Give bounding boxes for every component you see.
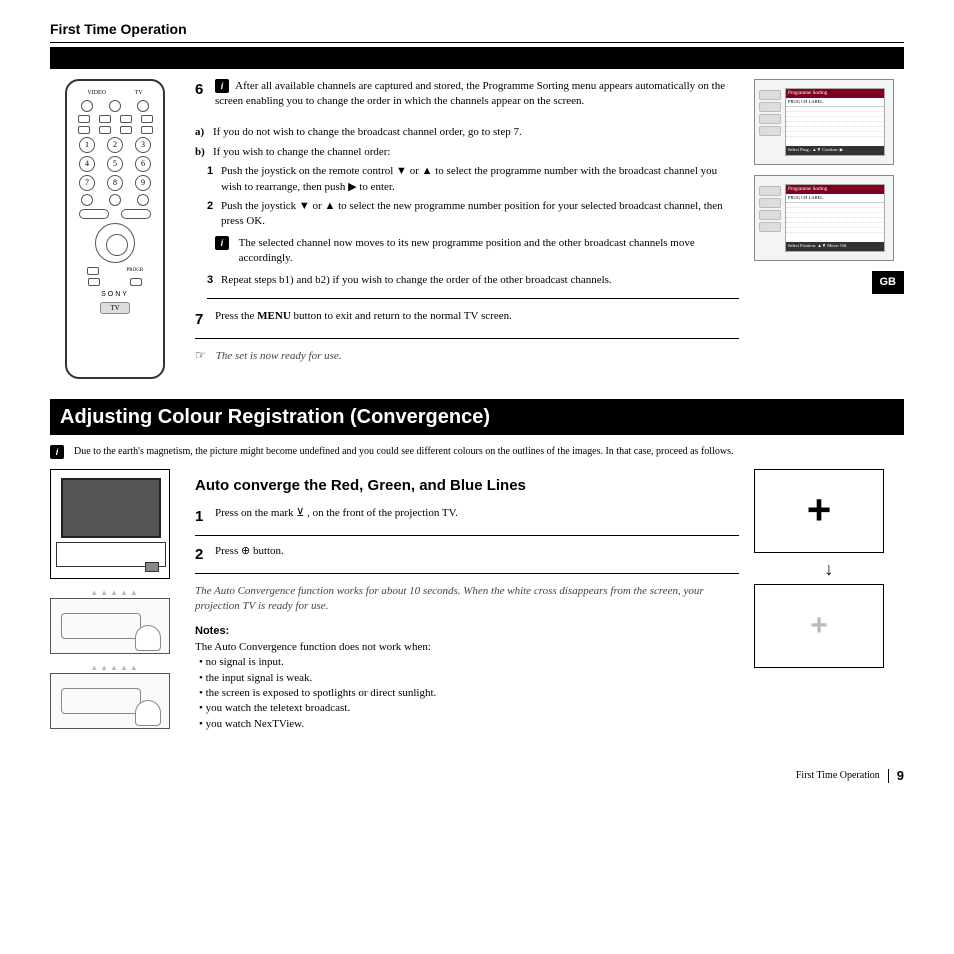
joystick-icon (95, 223, 135, 263)
b1-num: 1 (207, 164, 217, 195)
step-6b-text: If you wish to change the channel order: (213, 145, 390, 160)
finger-icon (135, 625, 161, 651)
info-icon: i (50, 445, 64, 459)
tv-illustration (50, 469, 170, 579)
b3-text: Repeat steps b1) and b2) if you wish to … (221, 273, 612, 288)
num-3: 3 (135, 137, 151, 153)
info-icon: i (215, 236, 229, 250)
video-label: VIDEO (87, 89, 106, 97)
step-7-text: Press the MENU button to exit and return… (215, 309, 739, 324)
remote-column: VIDEO TV 1 2 3 4 5 6 7 8 9 (50, 79, 180, 379)
hand-icon: ☞ (195, 347, 209, 361)
steps-column: 6 i After all available channels are cap… (195, 79, 739, 379)
footer-divider (888, 769, 889, 783)
step-6b3: 3 Repeat steps b1) and b2) if you wish t… (207, 273, 739, 299)
callout-text: The selected channel now moves to its ne… (239, 236, 739, 267)
osd-columns: PROG CH LABEL (786, 98, 884, 107)
num-6: 6 (135, 156, 151, 172)
osd-screenshot-2: Programme Sorting PROG CH LABEL Select P… (754, 175, 894, 261)
osd-footer-1: Select Prog.: ▲▼ Confirm: ▶ (786, 146, 884, 154)
footer-text: First Time Operation (796, 769, 880, 783)
convergence-subtitle: Auto converge the Red, Green, and Blue L… (195, 475, 739, 496)
convergence-intro-text: Due to the earth's magnetism, the pictur… (74, 445, 733, 459)
step-7-number: 7 (195, 309, 209, 330)
step-6: 6 i After all available channels are cap… (195, 79, 739, 118)
gb-tab-wrap: GB (754, 271, 904, 293)
note-item: the input signal is weak. (199, 671, 739, 686)
step-7: 7 Press the MENU button to exit and retu… (195, 309, 739, 339)
remote-illustration: VIDEO TV 1 2 3 4 5 6 7 8 9 (65, 79, 165, 379)
b2-num: 2 (207, 199, 217, 230)
gb-tab: GB (872, 271, 905, 294)
finger-icon (135, 700, 161, 726)
step-6b1: 1 Push the joystick on the remote contro… (207, 164, 739, 195)
step-6b: b) If you wish to change the channel ord… (195, 145, 739, 160)
osd-footer-2: Select Position: ▲▼ Move: OK (786, 242, 884, 250)
page-footer: First Time Operation 9 (50, 767, 904, 785)
step-6a: a) If you do not wish to change the broa… (195, 125, 739, 140)
ready-note: ☞ The set is now ready for use. (195, 347, 739, 364)
conv-step1-num: 1 (195, 506, 209, 527)
step-6b2: 2 Push the joystick ▼ or ▲ to select the… (207, 199, 739, 230)
convergence-intro: i Due to the earth's magnetism, the pict… (50, 445, 904, 459)
conv-step-1: 1 Press on the mark ⊻ , on the front of … (195, 506, 739, 536)
black-bar (50, 47, 904, 69)
note-item: the screen is exposed to spotlights or d… (199, 686, 739, 701)
auto-note: The Auto Convergence function works for … (195, 584, 739, 615)
osd-columns: PROG CH LABEL (786, 194, 884, 203)
progr-label: PROGR (126, 267, 143, 275)
right-column: Programme Sorting PROG CH LABEL Select P… (754, 79, 904, 379)
cross-after: + (754, 584, 884, 668)
note-item: you watch the teletext broadcast. (199, 701, 739, 716)
step-6a-text: If you do not wish to change the broadca… (213, 125, 522, 140)
note-item: you watch NexTView. (199, 717, 739, 732)
osd-title: Programme Sorting (786, 185, 884, 194)
panel-illustration-1 (50, 598, 170, 654)
tv-illustrations: ▲▲▲▲▲ ▲▲▲▲▲ (50, 469, 180, 737)
notes-header: Notes: (195, 624, 739, 639)
convergence-grid: ▲▲▲▲▲ ▲▲▲▲▲ Auto converge the Red, Green… (50, 469, 904, 737)
notes-intro: The Auto Convergence function does not w… (195, 640, 739, 655)
tv-label-top: TV (135, 89, 143, 97)
b3-num: 3 (207, 273, 217, 288)
b1-text: Push the joystick on the remote control … (221, 164, 739, 195)
osd-screenshot-1: Programme Sorting PROG CH LABEL Select P… (754, 79, 894, 165)
page-number: 9 (897, 767, 904, 785)
cross-diagram-col: + ↓ + (754, 469, 904, 737)
b2-text: Push the joystick ▼ or ▲ to select the n… (221, 199, 739, 230)
label-a: a) (195, 125, 209, 140)
num-2: 2 (107, 137, 123, 153)
num-8: 8 (107, 175, 123, 191)
num-1: 1 (79, 137, 95, 153)
convergence-steps: Auto converge the Red, Green, and Blue L… (195, 469, 739, 737)
panel-illustration-2 (50, 673, 170, 729)
tv-badge: TV (100, 302, 130, 314)
conv-step2-text: Press ⊕ button. (215, 544, 739, 559)
convergence-title-bar: Adjusting Colour Registration (Convergen… (50, 399, 904, 435)
arrow-down-icon: ↓ (754, 557, 904, 582)
conv-step1-text: Press on the mark ⊻ , on the front of th… (215, 506, 739, 521)
osd-title: Programme Sorting (786, 89, 884, 98)
num-4: 4 (79, 156, 95, 172)
num-5: 5 (107, 156, 123, 172)
conv-step-2: 2 Press ⊕ button. (195, 544, 739, 574)
num-7: 7 (79, 175, 95, 191)
conv-step2-num: 2 (195, 544, 209, 565)
info-icon: i (215, 79, 229, 93)
label-b: b) (195, 145, 209, 160)
cross-dotted-icon: + (810, 605, 828, 647)
callout-box: i The selected channel now moves to its … (215, 236, 739, 267)
cross-before: + (754, 469, 884, 553)
step-6-text: After all available channels are capture… (215, 80, 725, 107)
section-header: First Time Operation (50, 20, 904, 43)
notes-list: no signal is input. the input signal is … (199, 655, 739, 732)
brand-label: SONY (73, 290, 157, 300)
cross-icon: + (807, 481, 832, 540)
upper-grid: VIDEO TV 1 2 3 4 5 6 7 8 9 (50, 79, 904, 379)
note-item: no signal is input. (199, 655, 739, 670)
num-9: 9 (135, 175, 151, 191)
step-6-number: 6 (195, 79, 209, 100)
